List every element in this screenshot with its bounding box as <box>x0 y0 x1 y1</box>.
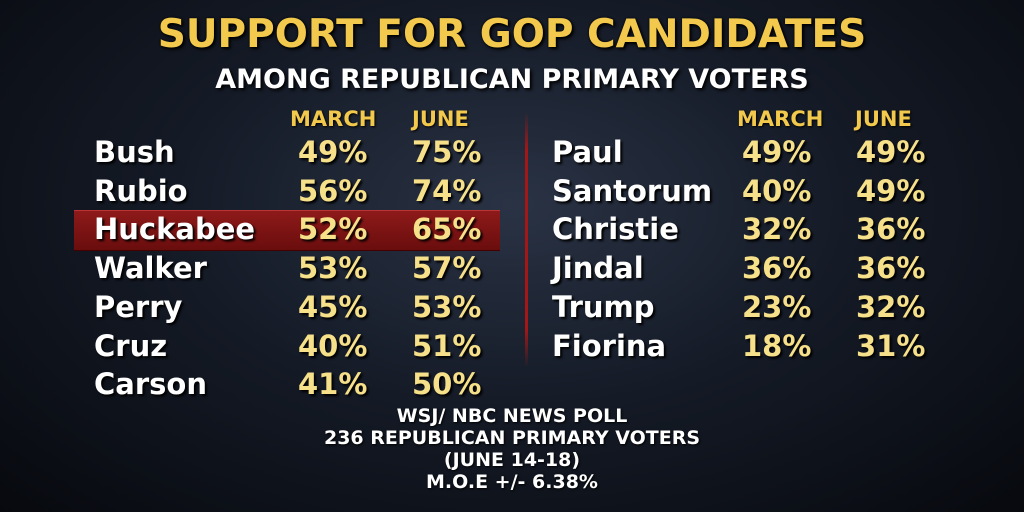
march-value: 40% <box>742 173 812 208</box>
march-value: 45% <box>298 289 368 324</box>
march-value: 32% <box>742 212 812 247</box>
candidate-name: Cruz <box>94 328 168 363</box>
candidate-name: Fiorina <box>552 328 667 363</box>
june-value: 74% <box>412 173 482 208</box>
candidate-name: Huckabee <box>94 212 256 247</box>
march-value: 40% <box>298 328 368 363</box>
source-line-3: (JUNE 14-18) <box>443 449 581 471</box>
source-line-2: 236 REPUBLICAN PRIMARY VOTERS <box>323 427 701 449</box>
june-value: 36% <box>856 212 926 247</box>
candidate-name: Walker <box>94 251 207 286</box>
march-value: 52% <box>298 212 368 247</box>
left-column-header-march: MARCH <box>290 107 377 131</box>
candidate-name: Santorum <box>552 173 713 208</box>
june-value: 51% <box>412 328 482 363</box>
highlight-bar <box>74 210 500 251</box>
june-value: 49% <box>856 173 926 208</box>
june-value: 57% <box>412 251 482 286</box>
june-value: 53% <box>412 289 482 324</box>
left-column-header-june: JUNE <box>412 107 469 131</box>
candidate-name: Rubio <box>94 173 188 208</box>
june-value: 36% <box>856 251 926 286</box>
chart-subtitle: AMONG REPUBLICAN PRIMARY VOTERS <box>215 64 809 95</box>
june-value: 65% <box>412 212 482 247</box>
june-value: 50% <box>412 367 482 402</box>
june-value: 49% <box>856 135 926 169</box>
march-value: 18% <box>742 328 812 363</box>
chart-title: SUPPORT FOR GOP CANDIDATES <box>157 12 867 57</box>
march-value: 41% <box>298 367 368 402</box>
source-line-1: WSJ/ NBC NEWS POLL <box>396 405 628 427</box>
candidate-name: Paul <box>552 135 623 169</box>
candidate-name: Jindal <box>552 251 644 286</box>
candidate-name: Trump <box>552 289 655 324</box>
right-column-header-june: JUNE <box>855 107 912 131</box>
candidate-name: Carson <box>94 367 207 402</box>
source-line-4: M.O.E +/- 6.38% <box>426 471 598 493</box>
june-value: 31% <box>856 328 926 363</box>
candidate-name: Christie <box>552 212 679 247</box>
march-value: 56% <box>298 173 368 208</box>
march-value: 36% <box>742 251 812 286</box>
right-column-header-march: MARCH <box>737 107 824 131</box>
june-value: 75% <box>412 135 482 169</box>
march-value: 23% <box>742 289 812 324</box>
candidate-name: Bush <box>94 135 175 169</box>
candidate-name: Perry <box>94 289 183 324</box>
column-divider <box>525 112 528 367</box>
march-value: 53% <box>298 251 368 286</box>
june-value: 32% <box>856 289 926 324</box>
march-value: 49% <box>298 135 368 169</box>
march-value: 49% <box>742 135 812 169</box>
